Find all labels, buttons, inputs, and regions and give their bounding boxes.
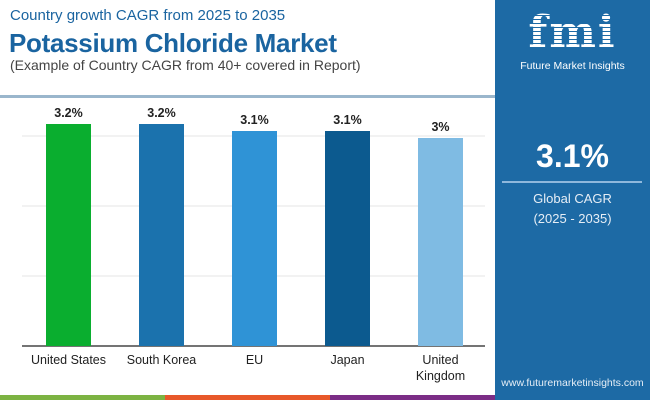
footer-stripe-orange	[165, 395, 330, 400]
global-cagr-period: (2025 - 2035)	[533, 211, 612, 226]
data-label: 3.2%	[147, 106, 176, 120]
data-label: 3.1%	[240, 113, 269, 127]
data-label: 3.2%	[54, 106, 83, 120]
category-label: EU	[246, 353, 263, 367]
footer-stripe-green	[0, 395, 165, 400]
category-label: South Korea	[127, 353, 197, 367]
category-label: Japan	[330, 353, 364, 367]
bar-chart: 3.2% United States 3.2% South Korea 3.1% EU 3.…	[22, 106, 485, 383]
fmi-logo: fmi Future Market Insights	[495, 8, 650, 73]
website-link[interactable]: www.futuremarketinsights.com	[501, 377, 644, 389]
global-cagr-title: Global CAGR	[533, 191, 612, 206]
logo-mark: fmi	[495, 8, 650, 58]
footer-stripe-purple	[330, 395, 495, 400]
sidebar-panel: fmi Future Market Insights 3.1% Global C…	[495, 0, 650, 400]
chart-subtitle: Country growth CAGR from 2025 to 2035	[10, 7, 286, 24]
bar-united-kingdom	[418, 138, 463, 346]
category-label: United States	[31, 353, 106, 367]
data-label: 3%	[431, 120, 449, 134]
chart-title: Potassium Chloride Market	[9, 28, 337, 58]
footer-stripe-blue	[495, 395, 650, 400]
bar-south-korea	[139, 124, 184, 346]
global-cagr-label: Global CAGR (2025 - 2035)	[495, 189, 650, 229]
sidebar-divider	[502, 181, 642, 183]
category-label: United Kingdom	[416, 353, 465, 383]
bar-japan	[325, 131, 370, 346]
bar-united-states	[46, 124, 91, 346]
header-divider	[0, 95, 495, 98]
global-cagr-value: 3.1%	[536, 138, 609, 174]
bar-eu	[232, 131, 277, 346]
brand-name: Future Market Insights	[520, 60, 625, 72]
chart-note: (Example of Country CAGR from 40+ covere…	[10, 57, 361, 73]
data-label: 3.1%	[333, 113, 362, 127]
